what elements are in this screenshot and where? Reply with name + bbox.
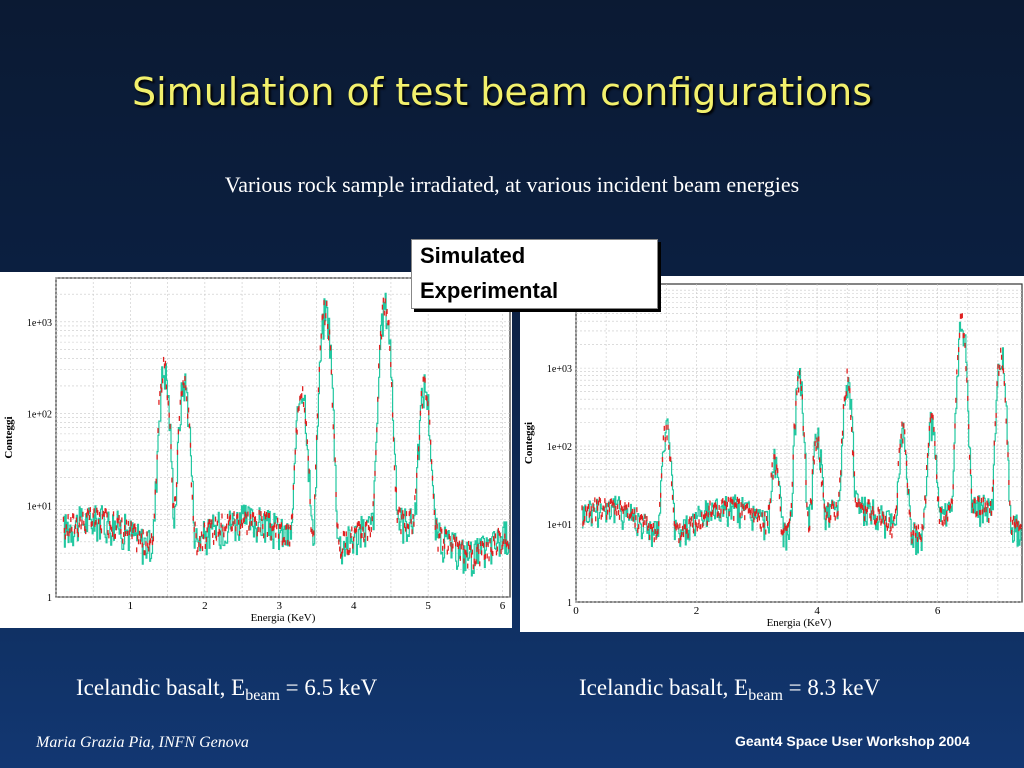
caption-left-sub: beam bbox=[245, 687, 280, 704]
x-tick-label: 6 bbox=[935, 605, 941, 617]
legend-item-simulated: Simulated bbox=[420, 241, 525, 271]
y-tick-label: 1 bbox=[47, 593, 52, 604]
slide-title: Simulation of test beam configurations bbox=[132, 70, 872, 114]
x-tick-label: 6 bbox=[500, 600, 506, 612]
caption-left-suffix: = 6.5 keV bbox=[279, 675, 378, 700]
footer-author: Maria Grazia Pia, INFN Genova bbox=[36, 734, 249, 751]
x-tick-label: 0 bbox=[573, 605, 579, 617]
x-axis-label: Energia (KeV) bbox=[251, 612, 316, 624]
y-axis-label: Conteggi bbox=[3, 416, 15, 458]
chart-legend: Simulated Experimental bbox=[411, 239, 658, 309]
y-tick-label: 1e+02 bbox=[27, 410, 52, 421]
legend-label-experimental: Experimental bbox=[420, 278, 559, 303]
caption-right-suffix: = 8.3 keV bbox=[782, 675, 881, 700]
spectrum-chart-6-5kev-svg: 1 1e+01 1e+02 1e+03 1 2 3 4 5 6 Energia (KeV) Conte… bbox=[3, 277, 511, 624]
y-tick-label: 1e+02 bbox=[547, 442, 572, 453]
plot-frame bbox=[575, 283, 1023, 603]
x-tick-label: 3 bbox=[277, 600, 283, 612]
series-line-simulated bbox=[582, 321, 1022, 555]
y-tick-label: 1e+01 bbox=[547, 520, 572, 531]
footer-event: Geant4 Space User Workshop 2004 bbox=[735, 733, 970, 749]
slide-subtitle: Various rock sample irradiated, at vario… bbox=[224, 172, 800, 197]
x-tick-label: 5 bbox=[425, 600, 431, 612]
series-line-simulated bbox=[63, 292, 510, 577]
series-points-experimental bbox=[62, 297, 510, 570]
series-points-experimental bbox=[581, 313, 1022, 544]
y-tick-label: 1e+01 bbox=[27, 501, 52, 512]
y-tick-label: 1e+03 bbox=[27, 318, 52, 329]
caption-right-prefix: Icelandic basalt, E bbox=[579, 675, 749, 700]
grid-lines bbox=[575, 284, 1022, 603]
y-tick-label: 1 bbox=[567, 598, 572, 609]
caption-left-prefix: Icelandic basalt, E bbox=[76, 675, 246, 700]
y-tick-label: 1e+03 bbox=[547, 364, 572, 375]
caption-right: Icelandic basalt, Ebeam = 8.3 keV bbox=[579, 675, 880, 705]
x-tick-label: 4 bbox=[814, 605, 820, 617]
caption-left: Icelandic basalt, Ebeam = 6.5 keV bbox=[76, 675, 377, 705]
x-axis-label: Energia (KeV) bbox=[767, 617, 832, 629]
legend-item-experimental: Experimental bbox=[420, 276, 558, 306]
x-tick-label: 4 bbox=[351, 600, 357, 612]
x-tick-label: 1 bbox=[128, 600, 134, 612]
y-axis-label: Conteggi bbox=[523, 422, 535, 464]
spectrum-chart-6-5kev: 1 1e+01 1e+02 1e+03 1 2 3 4 5 6 Energia (KeV) Conte… bbox=[0, 272, 512, 628]
legend-label-simulated: Simulated bbox=[420, 243, 526, 268]
caption-right-sub: beam bbox=[748, 687, 783, 704]
x-tick-label: 2 bbox=[202, 600, 208, 612]
x-tick-label: 2 bbox=[694, 605, 700, 617]
